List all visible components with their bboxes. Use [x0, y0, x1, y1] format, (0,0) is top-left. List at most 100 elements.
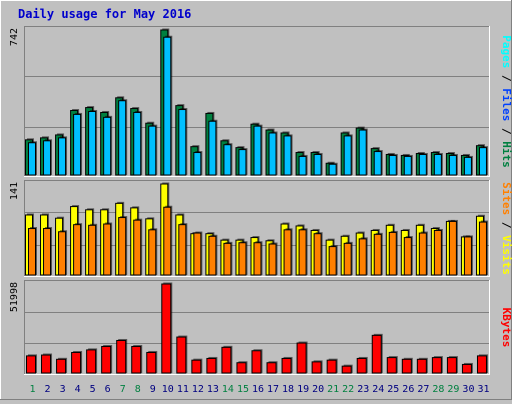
day-tick-label: 25: [387, 384, 399, 395]
files-bar: [28, 142, 36, 176]
day-tick-label: 16: [252, 384, 264, 395]
files-bar: [478, 147, 487, 176]
files-bar: [193, 152, 202, 176]
files-bar: [163, 36, 172, 176]
kbytes-bar: [56, 358, 67, 374]
sites-bar: [253, 242, 262, 276]
kbytes-bar: [416, 358, 427, 374]
sites-bar: [463, 236, 472, 276]
files-bar: [43, 140, 52, 176]
files-bar: [223, 144, 232, 176]
sites-bar: [223, 242, 232, 276]
kbytes-bar: [236, 362, 247, 374]
files-bar: [253, 125, 262, 176]
kbytes-bar: [266, 362, 277, 374]
sites-bar: [148, 229, 157, 276]
legend-item-pages: Pages: [500, 35, 512, 68]
files-bar: [388, 154, 397, 176]
sites-bar: [283, 229, 292, 276]
day-tick-label: 29: [447, 384, 459, 395]
day-tick-label: 17: [267, 384, 279, 395]
kbytes-bar: [341, 365, 352, 374]
day-tick-label: 5: [90, 384, 96, 395]
legend-item-sites: Sites: [500, 182, 512, 215]
kbytes-bar: [326, 359, 337, 374]
day-tick-label: 30: [462, 384, 474, 395]
kbytes-bar: [401, 358, 412, 374]
files-bar: [463, 156, 472, 176]
legend-item-hits: Hits: [500, 141, 512, 168]
y-max-label: 742: [9, 28, 20, 46]
day-tick-label: 22: [342, 384, 354, 395]
files-bar: [418, 153, 427, 176]
kbytes-bar: [101, 345, 112, 374]
sites-bar: [268, 243, 277, 276]
day-tick-label: 18: [282, 384, 294, 395]
files-bar: [373, 151, 382, 176]
files-bar: [298, 155, 307, 176]
files-bar: [103, 116, 112, 176]
day-tick-label: 15: [237, 384, 249, 395]
y-max-label: 51998: [9, 282, 20, 312]
kbytes-bar: [446, 357, 457, 374]
kbytes-bar: [71, 351, 82, 374]
files-bar: [448, 154, 457, 176]
files-bar: [283, 135, 292, 176]
legend-separator: /: [500, 121, 512, 141]
day-tick-label: 1: [30, 384, 36, 395]
legend-text: KBytes: [500, 308, 512, 348]
day-tick-label: 6: [105, 384, 111, 395]
kbytes-bar: [206, 357, 217, 374]
kbytes-bar: [176, 336, 187, 374]
kbytes-bar: [431, 357, 442, 374]
sites-bar: [118, 217, 127, 276]
files-bar: [73, 113, 82, 176]
kbytes-bar: [311, 361, 322, 374]
sites-bar: [298, 229, 307, 276]
day-tick-label: 4: [75, 384, 81, 395]
files-bar: [433, 153, 442, 176]
y-max-label: 141: [9, 182, 20, 200]
day-tick-label: 26: [402, 384, 414, 395]
files-bar: [343, 135, 352, 176]
legend-separator: /: [500, 215, 512, 235]
files-bar: [118, 100, 127, 176]
files-bar: [58, 137, 67, 176]
day-tick-label: 11: [177, 384, 189, 395]
kbytes-bar: [221, 346, 232, 374]
sites-bar: [73, 224, 82, 276]
day-tick-label: 20: [312, 384, 324, 395]
legend-item-kbytes: KBytes: [500, 308, 512, 348]
legend-separator: /: [500, 68, 512, 88]
day-tick-label: 7: [120, 384, 126, 395]
sites-bar: [178, 224, 187, 276]
kbytes-bar: [281, 357, 292, 374]
day-tick-label: 14: [222, 384, 234, 395]
sites-bar: [388, 231, 397, 276]
sites-bar: [133, 219, 142, 276]
sites-bar: [478, 221, 487, 276]
sites-bar: [88, 224, 97, 276]
legend-item-visits: Visits: [500, 235, 512, 275]
sites-bar: [193, 232, 202, 276]
files-bar: [328, 163, 337, 176]
day-tick-label: 31: [477, 384, 489, 395]
sites-bar: [208, 235, 217, 276]
sites-bar: [58, 231, 67, 276]
files-bar: [403, 155, 412, 176]
day-tick-label: 10: [162, 384, 174, 395]
files-bar: [238, 149, 247, 176]
files-bar: [268, 132, 277, 176]
day-tick-label: 19: [297, 384, 309, 395]
kbytes-bar: [146, 351, 157, 374]
sites-bar: [448, 220, 457, 276]
files-bar: [133, 111, 142, 176]
sites-bar: [103, 223, 112, 276]
sites-bar: [43, 228, 52, 276]
day-tick-label: 24: [372, 384, 384, 395]
legend-text: Pages / Files / Hits: [500, 35, 512, 168]
kbytes-bar: [461, 363, 472, 374]
kbytes-bar: [131, 345, 142, 374]
